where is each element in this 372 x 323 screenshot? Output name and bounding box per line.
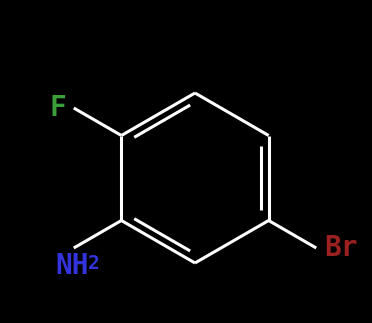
Text: Br: Br — [324, 234, 358, 262]
Text: NH: NH — [55, 252, 89, 280]
Text: 2: 2 — [88, 254, 99, 273]
Text: F: F — [49, 94, 66, 122]
